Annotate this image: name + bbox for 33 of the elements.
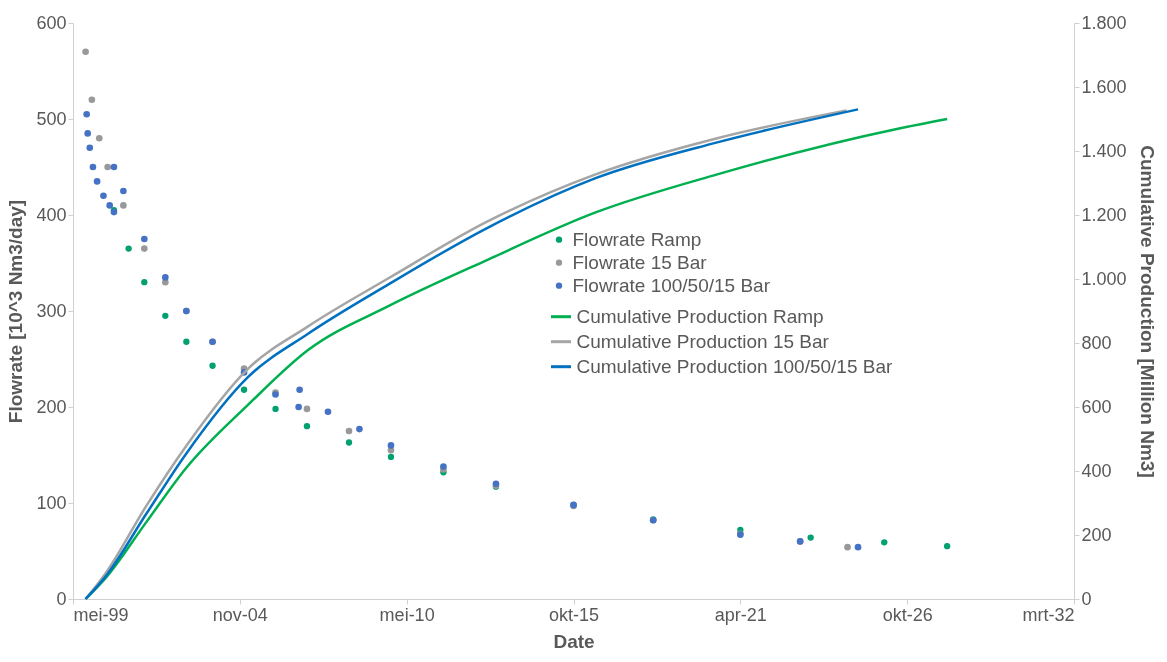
y-axis-title: Flowrate [10^3 Nm3/day] <box>5 199 27 424</box>
y-tick-label: 500 <box>36 108 67 129</box>
y2-tick-label: 200 <box>1081 524 1112 545</box>
y-tick-label: 100 <box>36 492 67 513</box>
y-tick-label: 600 <box>36 12 67 33</box>
x-tick-label: okt-15 <box>549 604 600 625</box>
legend-label: Flowrate 100/50/15 Bar <box>572 274 771 296</box>
x-axis-title: Date <box>553 630 595 652</box>
y2-tick-label: 400 <box>1081 460 1112 481</box>
y2-tick-label: 800 <box>1081 332 1112 353</box>
y2-tick-label: 0 <box>1081 588 1092 609</box>
legend-label: Flowrate Ramp <box>572 228 702 250</box>
x-tick-label: apr-21 <box>714 604 767 625</box>
y-tick-label: 200 <box>36 396 67 417</box>
y2-tick-label: 600 <box>1081 396 1112 417</box>
y2-tick-label: 1.200 <box>1081 204 1127 225</box>
y-tick-label: 400 <box>36 204 67 225</box>
y2-tick-label: 1.000 <box>1081 268 1127 289</box>
x-tick-label: okt-26 <box>882 604 933 625</box>
x-tick-label: mrt-32 <box>1022 604 1075 625</box>
y-tick-label: 0 <box>56 588 67 609</box>
y-tick-label: 300 <box>36 300 67 321</box>
y2-axis-title: Cumulative Production [Million Nm3] <box>1136 145 1158 478</box>
legend-label: Cumulative Production 15 Bar <box>576 330 830 352</box>
legend-label: Flowrate 15 Bar <box>572 251 708 273</box>
legend-label: Cumulative Production 100/50/15 Bar <box>576 355 893 377</box>
y2-tick-label: 1.400 <box>1081 140 1127 161</box>
x-tick-label: mei-10 <box>379 604 435 625</box>
x-tick-label: mei-99 <box>73 604 129 625</box>
y2-tick-label: 1.600 <box>1081 76 1127 97</box>
y2-tick-label: 1.800 <box>1081 12 1127 33</box>
legend-label: Cumulative Production Ramp <box>576 305 824 327</box>
x-tick-label: nov-04 <box>212 604 268 625</box>
